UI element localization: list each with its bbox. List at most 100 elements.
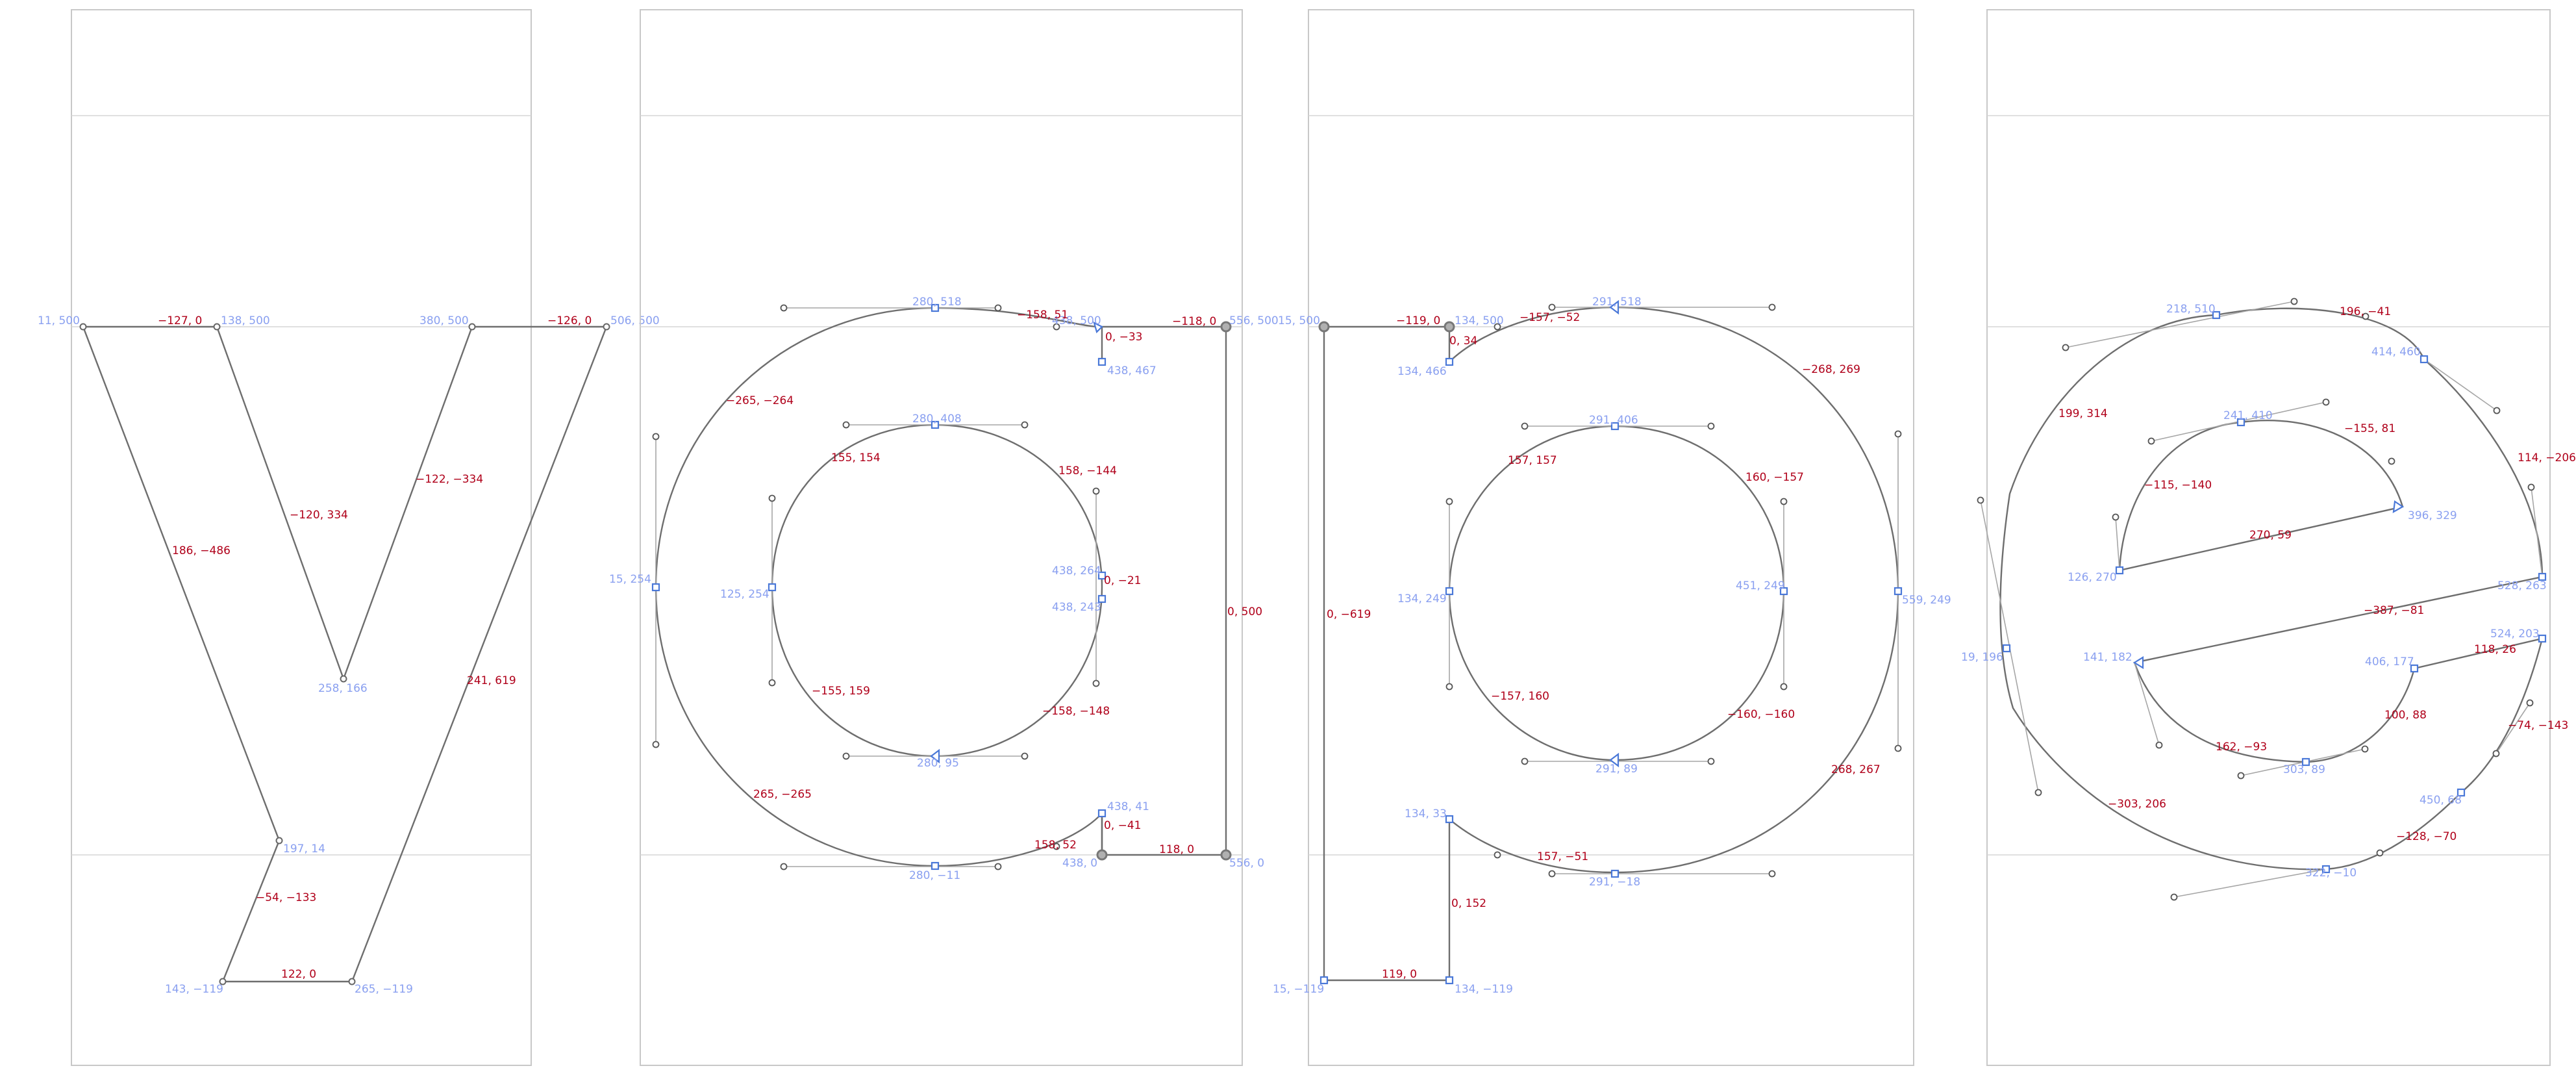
off-curve-handle[interactable] [2290, 298, 2298, 305]
off-curve-handle[interactable] [1768, 870, 1776, 878]
off-curve-handle[interactable] [1707, 757, 1715, 765]
on-curve-point[interactable] [1097, 809, 1107, 818]
off-curve-handle[interactable] [780, 863, 788, 870]
on-curve-point[interactable] [1445, 587, 1454, 596]
on-curve-point[interactable] [2301, 757, 2310, 767]
on-curve-point[interactable] [219, 978, 227, 985]
off-curve-handle[interactable] [1894, 744, 1902, 752]
on-curve-point[interactable] [213, 323, 221, 331]
off-curve-handle[interactable] [2112, 513, 2120, 521]
on-curve-point[interactable] [2410, 664, 2419, 673]
on-curve-point[interactable] [2321, 865, 2331, 874]
off-curve-handle[interactable] [1021, 752, 1029, 760]
off-curve-handle[interactable] [652, 433, 660, 440]
on-curve-point[interactable] [931, 303, 940, 312]
on-curve-point[interactable] [1097, 357, 1107, 366]
off-curve-handle[interactable] [2492, 750, 2500, 757]
on-curve-point[interactable] [603, 323, 610, 331]
on-curve-point[interactable] [1097, 571, 1107, 580]
start-point[interactable] [1093, 321, 1103, 334]
on-curve-point[interactable] [2538, 634, 2547, 643]
off-curve-handle[interactable] [994, 863, 1002, 870]
off-curve-handle[interactable] [1894, 430, 1902, 438]
off-curve-handle[interactable] [768, 494, 776, 502]
off-curve-handle[interactable] [2527, 483, 2535, 491]
point-coordinate: 280, 518 [912, 296, 962, 309]
start-point[interactable] [2392, 500, 2405, 514]
on-curve-point[interactable] [1097, 594, 1107, 603]
off-curve-handle[interactable] [2361, 745, 2369, 753]
on-curve-point[interactable] [275, 837, 283, 844]
on-curve-point[interactable] [2457, 788, 2466, 797]
on-curve-point[interactable] [1610, 869, 1619, 878]
on-curve-point[interactable] [79, 323, 87, 331]
on-curve-point[interactable] [2115, 566, 2124, 575]
off-curve-handle[interactable] [1521, 757, 1529, 765]
off-curve-handle[interactable] [2155, 741, 2163, 749]
off-curve-handle[interactable] [2237, 772, 2245, 780]
off-curve-handle[interactable] [1092, 679, 1100, 687]
on-curve-point[interactable] [468, 323, 476, 331]
on-curve-point[interactable] [348, 978, 356, 985]
off-curve-handle[interactable] [1707, 422, 1715, 430]
off-curve-handle[interactable] [1977, 496, 1984, 504]
off-curve-handle[interactable] [2526, 699, 2534, 707]
on-curve-point[interactable] [340, 675, 347, 683]
off-curve-handle[interactable] [2062, 344, 2070, 351]
on-curve-point[interactable] [2002, 644, 2011, 653]
on-curve-point[interactable] [1445, 976, 1454, 985]
corner-point[interactable] [1220, 321, 1232, 333]
off-curve-handle[interactable] [1053, 323, 1060, 331]
on-curve-point[interactable] [1445, 357, 1454, 366]
off-curve-handle[interactable] [1053, 843, 1060, 850]
off-curve-handle[interactable] [780, 304, 788, 312]
off-curve-handle[interactable] [1445, 683, 1453, 691]
on-curve-point[interactable] [1319, 976, 1329, 985]
on-curve-point[interactable] [2212, 311, 2221, 320]
off-curve-handle[interactable] [2362, 312, 2370, 320]
off-curve-handle[interactable] [1548, 870, 1556, 878]
corner-point[interactable] [1444, 321, 1455, 333]
off-curve-handle[interactable] [2034, 789, 2042, 796]
start-point[interactable] [930, 748, 940, 764]
off-curve-handle[interactable] [1494, 323, 1501, 331]
glyph-a-panel: 280, 518 438, 500 438, 467 556, 500 280,… [609, 9, 1279, 1066]
start-point[interactable] [1609, 299, 1619, 315]
corner-point[interactable] [1220, 849, 1232, 861]
on-curve-point[interactable] [1610, 422, 1619, 431]
off-curve-handle[interactable] [1768, 303, 1776, 311]
start-point[interactable] [2132, 656, 2144, 669]
off-curve-handle[interactable] [1521, 422, 1529, 430]
off-curve-handle[interactable] [1548, 303, 1556, 311]
off-curve-handle[interactable] [1780, 683, 1788, 691]
off-curve-handle[interactable] [1092, 487, 1100, 495]
off-curve-handle[interactable] [1021, 421, 1029, 429]
on-curve-point[interactable] [768, 583, 777, 592]
off-curve-handle[interactable] [1780, 498, 1788, 505]
on-curve-point[interactable] [2538, 572, 2547, 581]
off-curve-handle[interactable] [652, 741, 660, 748]
start-point[interactable] [1609, 752, 1619, 768]
on-curve-point[interactable] [651, 583, 660, 592]
on-curve-point[interactable] [2420, 355, 2429, 364]
off-curve-handle[interactable] [768, 679, 776, 687]
off-curve-handle[interactable] [2376, 849, 2384, 857]
on-curve-point[interactable] [1445, 815, 1454, 824]
on-curve-point[interactable] [931, 861, 940, 870]
off-curve-handle[interactable] [994, 304, 1002, 312]
on-curve-point[interactable] [931, 420, 940, 429]
on-curve-point[interactable] [1894, 587, 1903, 596]
off-curve-handle[interactable] [2388, 457, 2395, 465]
off-curve-handle[interactable] [2493, 407, 2501, 414]
off-curve-handle[interactable] [2170, 893, 2178, 901]
corner-point[interactable] [1096, 849, 1108, 861]
on-curve-point[interactable] [2236, 418, 2245, 427]
off-curve-handle[interactable] [842, 752, 850, 760]
on-curve-point[interactable] [1779, 587, 1788, 596]
corner-point[interactable] [1318, 321, 1330, 333]
off-curve-handle[interactable] [2147, 437, 2155, 445]
off-curve-handle[interactable] [842, 421, 850, 429]
off-curve-handle[interactable] [1445, 498, 1453, 505]
off-curve-handle[interactable] [2322, 398, 2330, 406]
off-curve-handle[interactable] [1494, 851, 1501, 859]
